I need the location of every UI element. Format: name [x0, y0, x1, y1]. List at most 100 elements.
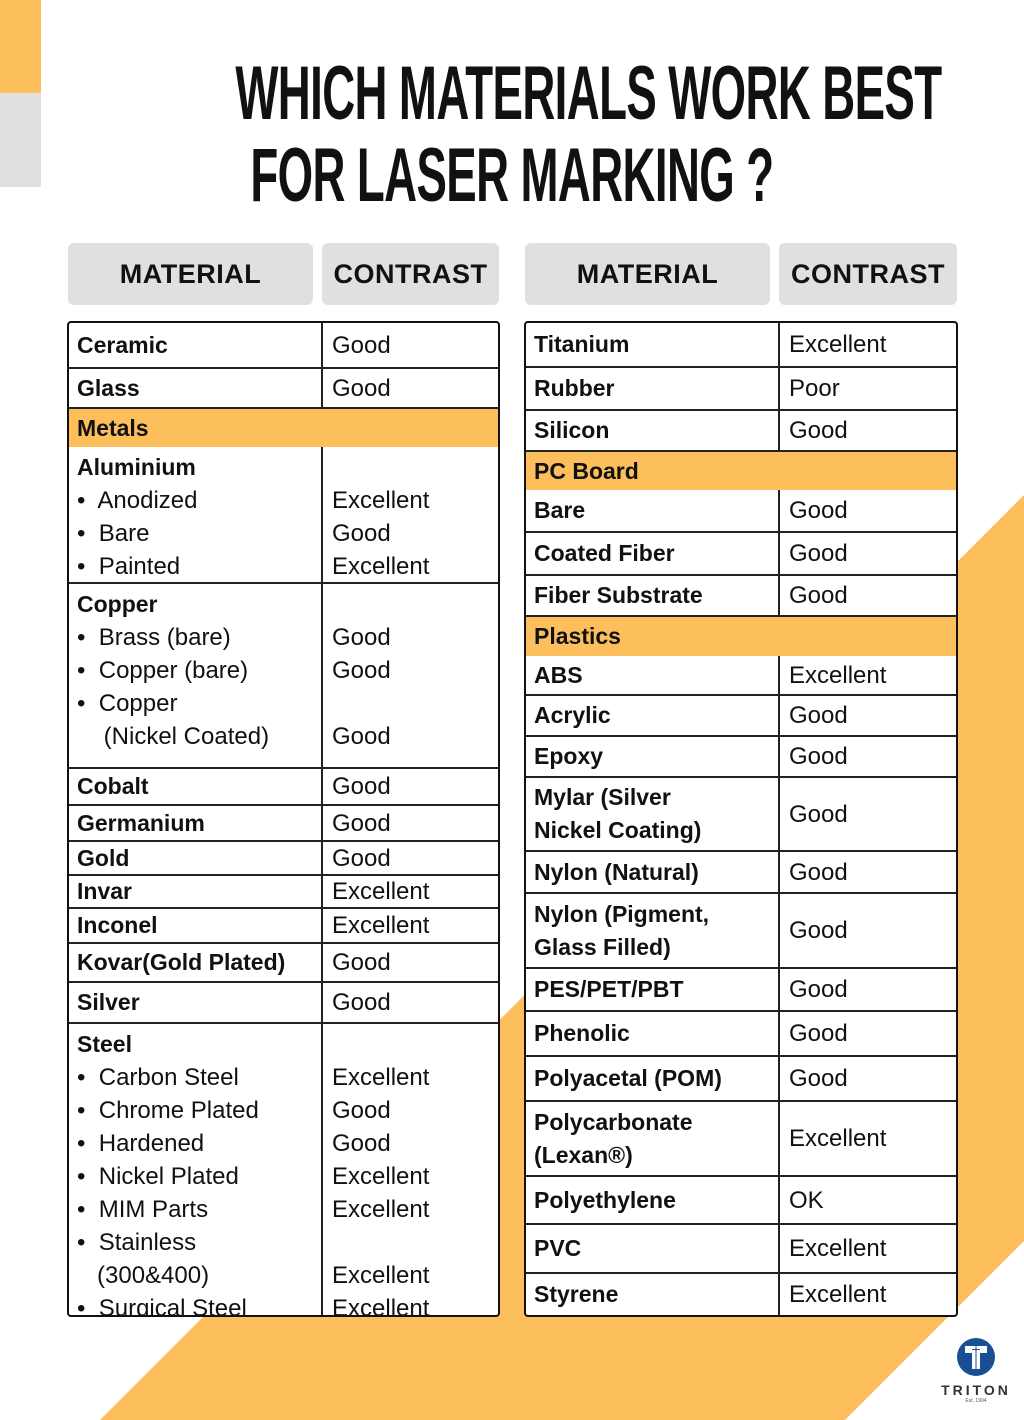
contrast-value: Good: [332, 657, 391, 684]
contrast-cell: Good: [332, 331, 391, 359]
contrast-value: Excellent: [332, 1064, 430, 1091]
page-title-line2: FOR LASER MARKING ?: [250, 133, 774, 218]
contrast-value: Good: [332, 520, 391, 547]
material-group-cell: Aluminium • Anodized • Bare • Painted: [69, 447, 323, 582]
table-row: Glass Good: [69, 367, 498, 407]
table-row: Nylon (Natural) Good: [526, 850, 956, 892]
contrast-cell: Excellent: [789, 661, 887, 689]
contrast-cell: OK: [789, 1186, 824, 1214]
material-subitem: (Nickel Coated): [77, 723, 270, 750]
contrast-cell: Good: [789, 582, 848, 609]
material-cell: PVC: [526, 1225, 780, 1272]
right-material-header: MATERIAL: [525, 243, 770, 305]
table-row: Styrene Excellent: [526, 1272, 956, 1315]
left-materials-table: Ceramic Good Glass Good Metals Aluminium • Ano…: [67, 321, 500, 1317]
table-row: Epoxy Good: [526, 735, 956, 776]
table-row: Copper • Brass (bare) • Copper (bare) • Cop…: [69, 582, 498, 767]
corner-accent-orange: [0, 0, 41, 93]
table-row: ABS Excellent: [526, 656, 956, 694]
material-cell: Titanium: [526, 323, 780, 366]
table-row: Ceramic Good: [69, 323, 498, 367]
material-subitem: • Anodized: [77, 487, 198, 514]
material-cell: Coated Fiber: [526, 533, 780, 574]
material-cell: Gold: [69, 842, 323, 874]
contrast-cell: Good: [789, 1020, 848, 1047]
material-cell: Ceramic: [69, 323, 323, 367]
right-contrast-header: CONTRAST: [779, 243, 957, 305]
page-title-line1: WHICH MATERIALS WORK BEST: [235, 51, 942, 136]
contrast-cell: Good: [789, 917, 848, 944]
table-row: Germanium Good: [69, 804, 498, 840]
category-row: PC Board: [526, 450, 956, 490]
material-cell: Mylar (Silver Nickel Coating): [526, 778, 780, 850]
category-label: PC Board: [534, 457, 639, 484]
contrast-cell: Good: [789, 540, 848, 567]
material-subitem: • Copper (bare): [77, 657, 249, 684]
corner-accent-gray: [0, 93, 41, 187]
contrast-cell: Good: [789, 800, 848, 828]
category-row: Metals: [69, 407, 498, 447]
table-row: Kovar(Gold Plated) Good: [69, 942, 498, 981]
contrast-value: Excellent: [332, 1196, 430, 1223]
table-row: Coated Fiber Good: [526, 531, 956, 574]
left-material-header: MATERIAL: [68, 243, 313, 305]
triton-logo-icon: [957, 1338, 995, 1376]
material-cell: Silver: [69, 983, 323, 1022]
logo-tagline: Est. 1904: [965, 1398, 987, 1404]
table-row: Phenolic Good: [526, 1010, 956, 1055]
contrast-cell: Good: [789, 702, 848, 729]
material-group-name: Aluminium: [77, 454, 196, 480]
contrast-cell: Good: [789, 858, 848, 886]
material-cell: Invar: [69, 876, 323, 907]
table-row: Polycarbonate (Lexan®) Excellent: [526, 1100, 956, 1175]
material-subitem: • MIM Parts: [77, 1196, 209, 1223]
material-cell: Kovar(Gold Plated): [69, 944, 323, 981]
table-row: Polyacetal (POM) Good: [526, 1055, 956, 1100]
material-subitem: • Painted: [77, 553, 181, 580]
material-cell: PES/PET/PBT: [526, 969, 780, 1010]
table-row: Cobalt Good: [69, 767, 498, 804]
contrast-value: Excellent: [332, 1262, 430, 1289]
category-label: Metals: [77, 414, 149, 441]
contrast-cell: Excellent Good Excellent: [323, 447, 429, 582]
contrast-cell: Good: [332, 949, 391, 976]
material-cell: Fiber Substrate: [526, 576, 780, 615]
table-row: Titanium Excellent: [526, 323, 956, 366]
table-row: Gold Good: [69, 840, 498, 874]
contrast-value: [332, 1226, 429, 1259]
material-subitem: • Brass (bare): [77, 624, 231, 651]
table-row: Mylar (Silver Nickel Coating) Good: [526, 776, 956, 850]
material-subitem: • Surgical Steel: [77, 1295, 247, 1317]
contrast-cell: Good: [789, 417, 848, 444]
table-row: Aluminium • Anodized • Bare • Painted Excel…: [69, 447, 498, 582]
material-cell: Bare: [526, 490, 780, 531]
category-label: Plastics: [534, 623, 621, 649]
table-row: Nylon (Pigment, Glass Filled) Good: [526, 892, 956, 967]
contrast-cell: Excellent: [789, 331, 887, 358]
material-cell: Rubber: [526, 368, 780, 409]
material-cell: Nylon (Natural): [526, 852, 780, 892]
material-subitem: • Copper: [77, 690, 178, 717]
contrast-value: Excellent: [332, 553, 430, 580]
contrast-cell: Good: [332, 989, 391, 1016]
contrast-cell: Poor: [789, 375, 840, 402]
contrast-value: Good: [332, 1130, 391, 1157]
material-cell: Styrene: [526, 1274, 780, 1315]
contrast-cell: Good: [332, 809, 391, 837]
table-row: Inconel Excellent: [69, 907, 498, 942]
material-cell: Acrylic: [526, 696, 780, 735]
contrast-cell: Excellent: [789, 1235, 887, 1262]
right-materials-table: Titanium Excellent Rubber Poor Silicon Good PC…: [524, 321, 958, 1317]
contrast-value: Excellent: [332, 1295, 430, 1317]
material-cell: Phenolic: [526, 1012, 780, 1055]
contrast-cell: Excellent: [789, 1281, 887, 1308]
material-cell: Inconel: [69, 909, 323, 942]
contrast-cell: Good: [789, 743, 848, 770]
material-subitem: • Bare: [77, 520, 150, 547]
contrast-cell: Good: [789, 976, 848, 1003]
contrast-cell: Good Good Good: [323, 584, 391, 767]
category-row: Plastics: [526, 615, 956, 656]
table-row: Invar Excellent: [69, 874, 498, 907]
material-cell: Nylon (Pigment, Glass Filled): [526, 894, 780, 967]
material-subitem: • Carbon Steel: [77, 1064, 239, 1091]
